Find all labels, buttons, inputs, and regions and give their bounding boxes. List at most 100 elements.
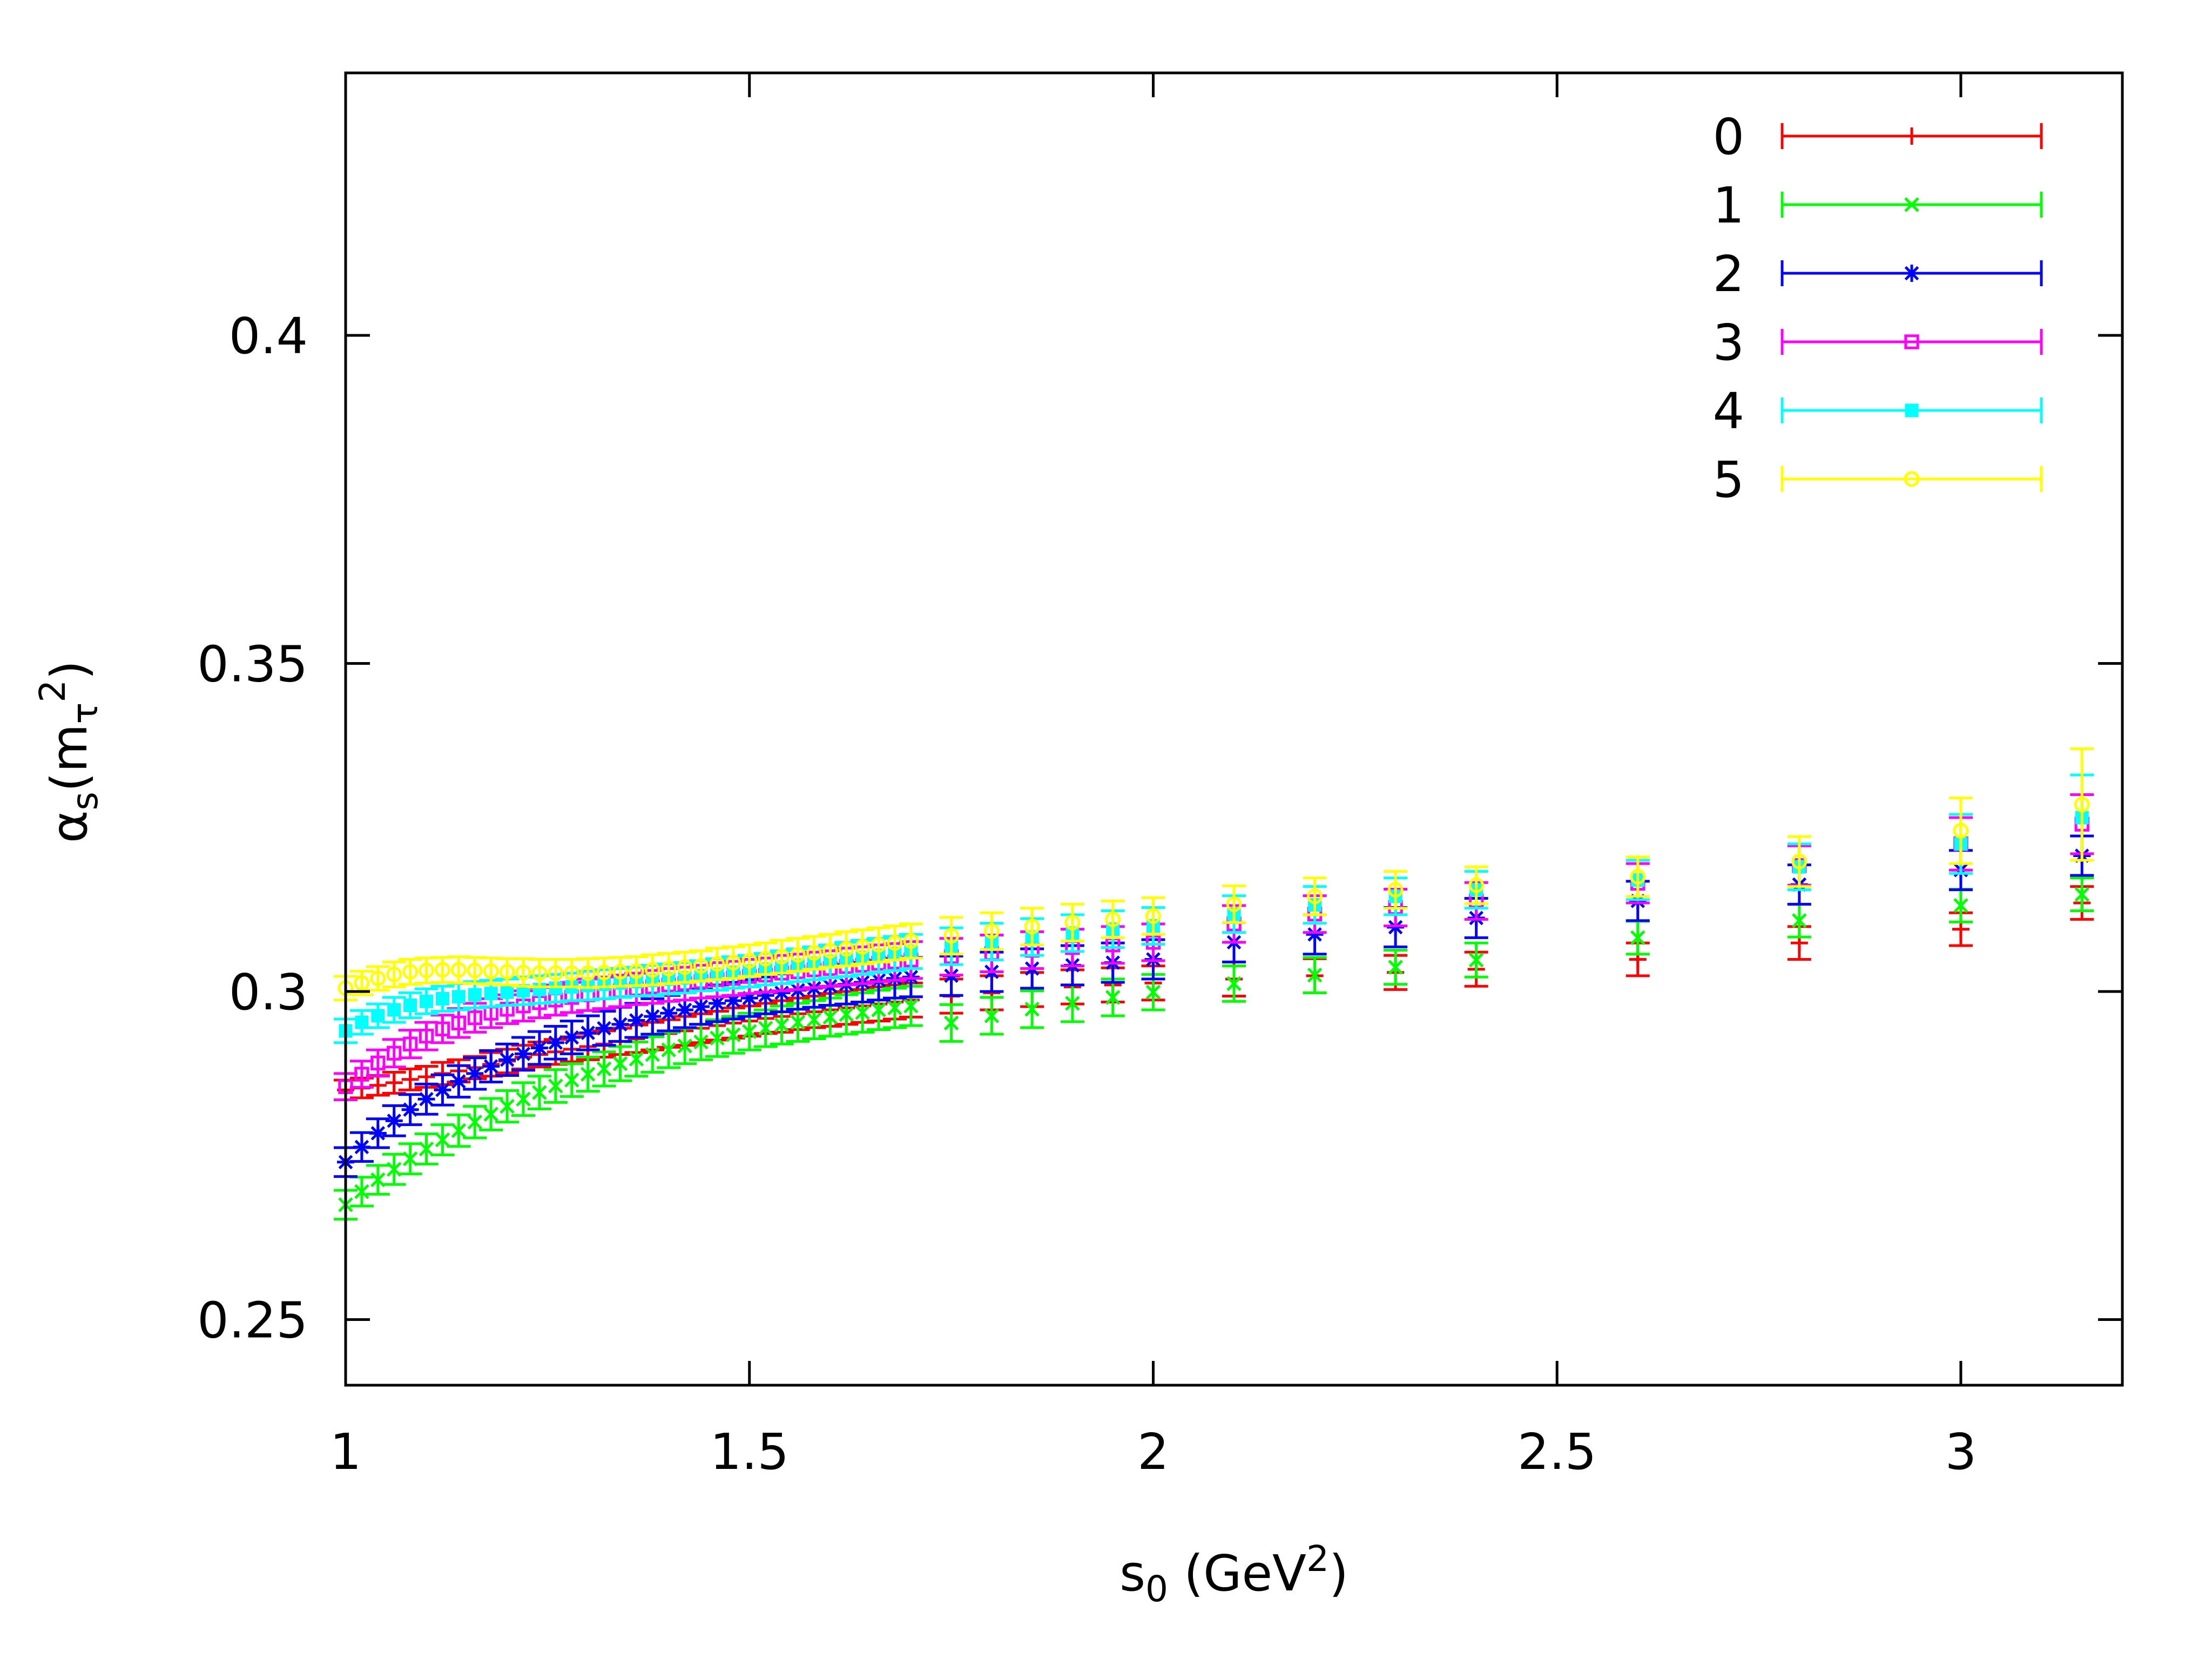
marker-cross-b bbox=[483, 1107, 498, 1122]
x-axis-title-superscript: 2 bbox=[1306, 1538, 1329, 1580]
data-point bbox=[366, 1002, 390, 1029]
data-point bbox=[382, 1104, 406, 1137]
data-point bbox=[2070, 876, 2094, 913]
data-point bbox=[592, 1050, 616, 1088]
marker-star-d2 bbox=[403, 1102, 417, 1117]
data-point bbox=[770, 939, 794, 975]
marker-star-d2 bbox=[1904, 266, 1919, 281]
data-point bbox=[1020, 989, 1044, 1029]
x-tick-label: 2 bbox=[1137, 1423, 1169, 1481]
marker-cross-b bbox=[1024, 1002, 1040, 1017]
marker-cross-b bbox=[354, 1184, 369, 1199]
marker-square bbox=[402, 1036, 418, 1051]
marker-cross-b bbox=[580, 1067, 596, 1082]
marker-circle bbox=[871, 937, 887, 953]
y-axis-title-close: ) bbox=[41, 660, 98, 680]
marker-cross-b bbox=[564, 1073, 579, 1088]
marker-cross-b bbox=[661, 1042, 676, 1057]
marker-circle bbox=[1387, 882, 1404, 898]
marker-cross-b bbox=[943, 1015, 959, 1031]
marker-circle bbox=[531, 965, 548, 981]
data-point bbox=[398, 1093, 422, 1127]
data-point bbox=[576, 1014, 600, 1051]
data-point bbox=[1060, 902, 1084, 942]
data-point bbox=[1303, 876, 1327, 916]
marker-cross-b bbox=[984, 1008, 1000, 1023]
marker-circle bbox=[548, 965, 564, 981]
marker-star-d2 bbox=[483, 1059, 498, 1074]
y-axis-title-open: (m bbox=[41, 724, 98, 792]
data-point bbox=[447, 1064, 471, 1099]
marker-circle bbox=[419, 962, 435, 979]
marker-circle bbox=[644, 962, 660, 978]
marker-filled-square bbox=[451, 990, 466, 1004]
data-point bbox=[559, 1062, 584, 1098]
marker-star-d2 bbox=[548, 1035, 563, 1050]
data-point bbox=[527, 1075, 551, 1110]
series-1 bbox=[334, 876, 2094, 1221]
marker-cross-b bbox=[386, 1162, 402, 1177]
marker-circle bbox=[1145, 908, 1161, 924]
marker-circle bbox=[370, 970, 386, 987]
data-point bbox=[786, 937, 810, 973]
x-axis-title-close: ) bbox=[1329, 1545, 1348, 1602]
y-tick-label: 0.35 bbox=[197, 636, 308, 693]
marker-cross-b bbox=[645, 1047, 660, 1062]
data-point bbox=[834, 993, 859, 1036]
data-point bbox=[802, 935, 826, 971]
marker-star-d2 bbox=[387, 1114, 402, 1128]
marker-cross-b bbox=[548, 1078, 563, 1094]
data-point bbox=[657, 952, 681, 985]
legend: 0 1 2 3 4 5 bbox=[1712, 108, 2043, 509]
marker-circle bbox=[838, 941, 854, 957]
marker-star-d2 bbox=[597, 1021, 611, 1036]
marker-circle bbox=[467, 962, 483, 979]
marker-circle bbox=[434, 962, 450, 978]
marker-cross-b bbox=[500, 1098, 515, 1114]
marker-circle bbox=[483, 963, 499, 979]
data-point bbox=[867, 926, 891, 963]
data-point bbox=[1787, 835, 1811, 888]
marker-cross-b bbox=[726, 1027, 741, 1042]
marker-cross-b bbox=[419, 1141, 434, 1157]
legend-label: 5 bbox=[1712, 451, 1744, 509]
data-point bbox=[939, 916, 963, 956]
marker-cross-b bbox=[693, 1034, 709, 1050]
data-point bbox=[414, 1021, 439, 1051]
data-point bbox=[366, 1117, 390, 1149]
marker-cross-b bbox=[1468, 952, 1484, 968]
data-point bbox=[576, 1056, 600, 1093]
marker-circle bbox=[887, 935, 903, 951]
marker-square bbox=[419, 1028, 434, 1044]
data-point bbox=[753, 1008, 778, 1048]
data-point bbox=[980, 911, 1004, 951]
marker-star-d2 bbox=[774, 986, 789, 1000]
marker-circle bbox=[1064, 914, 1081, 930]
marker-circle bbox=[790, 947, 806, 963]
marker-circle bbox=[1791, 853, 1808, 869]
marker-star-d2 bbox=[710, 996, 725, 1011]
data-point bbox=[1303, 956, 1327, 994]
data-point bbox=[543, 1068, 568, 1104]
marker-star-d2 bbox=[661, 1006, 676, 1021]
data-point bbox=[366, 1164, 390, 1196]
data-point bbox=[447, 1113, 471, 1148]
marker-circle bbox=[354, 975, 370, 991]
marker-circle bbox=[450, 962, 467, 978]
marker-circle bbox=[677, 959, 693, 975]
marker-filled-square bbox=[420, 994, 434, 1008]
data-point bbox=[398, 991, 422, 1020]
marker-star-d2 bbox=[435, 1082, 450, 1097]
data-point bbox=[721, 945, 745, 980]
data-point bbox=[479, 1049, 503, 1084]
marker-cross-b bbox=[467, 1115, 483, 1130]
marker-cross-b bbox=[451, 1123, 467, 1138]
data-point bbox=[1384, 948, 1408, 986]
data-point bbox=[1222, 884, 1246, 924]
data-point bbox=[430, 984, 455, 1013]
marker-filled-square bbox=[468, 988, 482, 1002]
marker-circle bbox=[1953, 822, 1969, 839]
marker-cross-b bbox=[855, 1005, 870, 1020]
data-point bbox=[414, 1132, 439, 1166]
